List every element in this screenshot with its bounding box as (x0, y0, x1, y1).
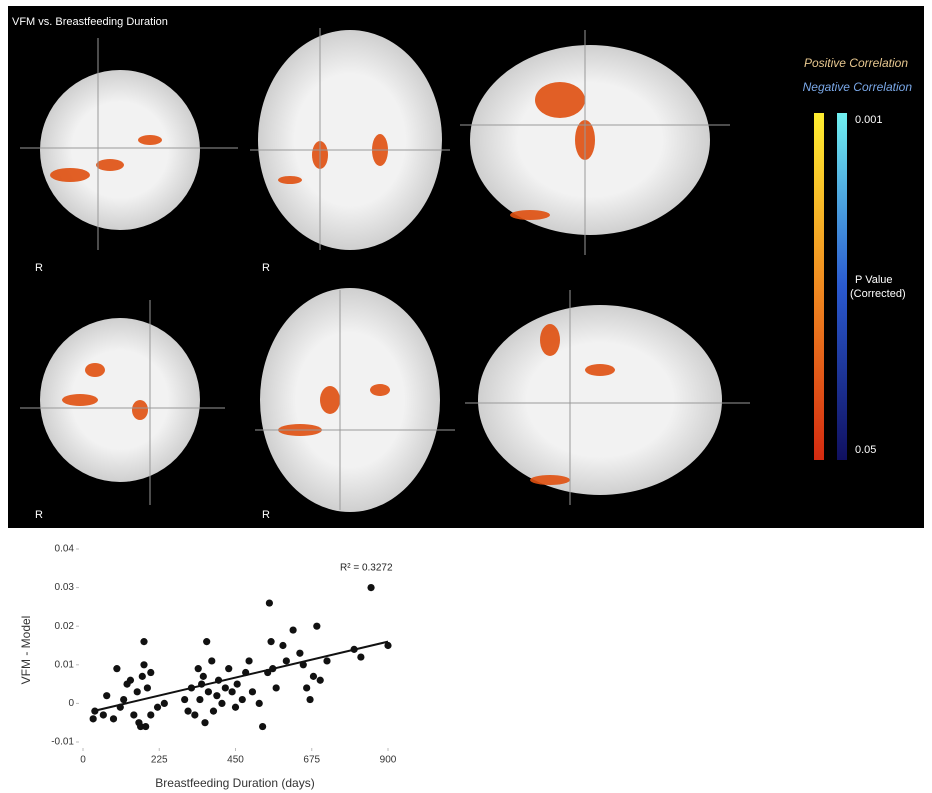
figure: VFM vs. Breastfeeding Duration R R R R P… (0, 0, 932, 793)
point (242, 669, 249, 676)
point (296, 650, 303, 657)
point (384, 642, 391, 649)
point (256, 700, 263, 707)
point (266, 599, 273, 606)
y-tick-label: 0.01 (55, 659, 75, 670)
point (181, 696, 188, 703)
point (225, 665, 232, 672)
point (367, 584, 374, 591)
point (245, 657, 252, 664)
point (213, 692, 220, 699)
x-tick-label: 900 (380, 755, 397, 766)
y-tick-label: 0.02 (55, 621, 75, 632)
point (203, 638, 210, 645)
point (91, 708, 98, 715)
figure-title: VFM vs. Breastfeeding Duration (12, 16, 168, 28)
x-tick-label: 225 (151, 755, 168, 766)
point (140, 661, 147, 668)
point (113, 665, 120, 672)
point (161, 700, 168, 707)
point (117, 704, 124, 711)
point (147, 711, 154, 718)
colorbar-positive (814, 113, 824, 460)
scatter-chart: -0.01 0 0.01 0.02 0.03 0.04 0 225 450 675 900 (51, 544, 397, 766)
point (300, 661, 307, 668)
point (191, 711, 198, 718)
point (140, 638, 147, 645)
point (130, 711, 137, 718)
point (273, 684, 280, 691)
point (134, 688, 141, 695)
point (290, 626, 297, 633)
point (120, 696, 127, 703)
point (110, 715, 117, 722)
point (239, 696, 246, 703)
point (306, 696, 313, 703)
orientation-label: R (35, 509, 43, 521)
x-axis-label: Breastfeeding Duration (days) (155, 776, 314, 790)
point (198, 681, 205, 688)
orientation-label: R (262, 509, 270, 521)
y-axis-label: VFM - Model (19, 616, 33, 685)
point (215, 677, 222, 684)
colorbar-label: 0.05 (855, 444, 876, 456)
point (200, 673, 207, 680)
colorbar-negative (837, 113, 847, 460)
colorbar-label: 0.001 (855, 114, 883, 126)
point (100, 711, 107, 718)
orientation-label: R (262, 262, 270, 274)
point (90, 715, 97, 722)
point (188, 684, 195, 691)
x-tick-label: 450 (227, 755, 244, 766)
point (357, 653, 364, 660)
point (259, 723, 266, 730)
y-tick-label: 0 (68, 698, 74, 709)
orientation-label: R (35, 262, 43, 274)
point (154, 704, 161, 711)
point (249, 688, 256, 695)
point (313, 623, 320, 630)
point (195, 665, 202, 672)
point (222, 684, 229, 691)
point (232, 704, 239, 711)
point (269, 665, 276, 672)
colorbar-title: (Corrected) (850, 288, 906, 300)
point (201, 719, 208, 726)
x-tick-label: 675 (303, 755, 320, 766)
y-tick-label: -0.01 (51, 737, 74, 748)
y-tick-label: 0.03 (55, 582, 75, 593)
colorbar-title: P Value (855, 274, 893, 286)
annotation: R² = 0.3272 (340, 563, 393, 574)
point (283, 657, 290, 664)
legend-positive: Positive Correlation (804, 56, 908, 70)
point (103, 692, 110, 699)
point (234, 681, 241, 688)
point (208, 657, 215, 664)
legend-negative: Negative Correlation (803, 80, 913, 94)
point (218, 700, 225, 707)
point (351, 646, 358, 653)
point (323, 657, 330, 664)
point (310, 673, 317, 680)
point (303, 684, 310, 691)
point (210, 708, 217, 715)
point (279, 642, 286, 649)
point (147, 669, 154, 676)
point (142, 723, 149, 730)
point (196, 696, 203, 703)
point (267, 638, 274, 645)
y-tick-label: 0.04 (55, 544, 75, 555)
point (317, 677, 324, 684)
point (205, 688, 212, 695)
point (144, 684, 151, 691)
point (127, 677, 134, 684)
point (139, 673, 146, 680)
point (229, 688, 236, 695)
point (184, 708, 191, 715)
x-tick-label: 0 (80, 755, 86, 766)
